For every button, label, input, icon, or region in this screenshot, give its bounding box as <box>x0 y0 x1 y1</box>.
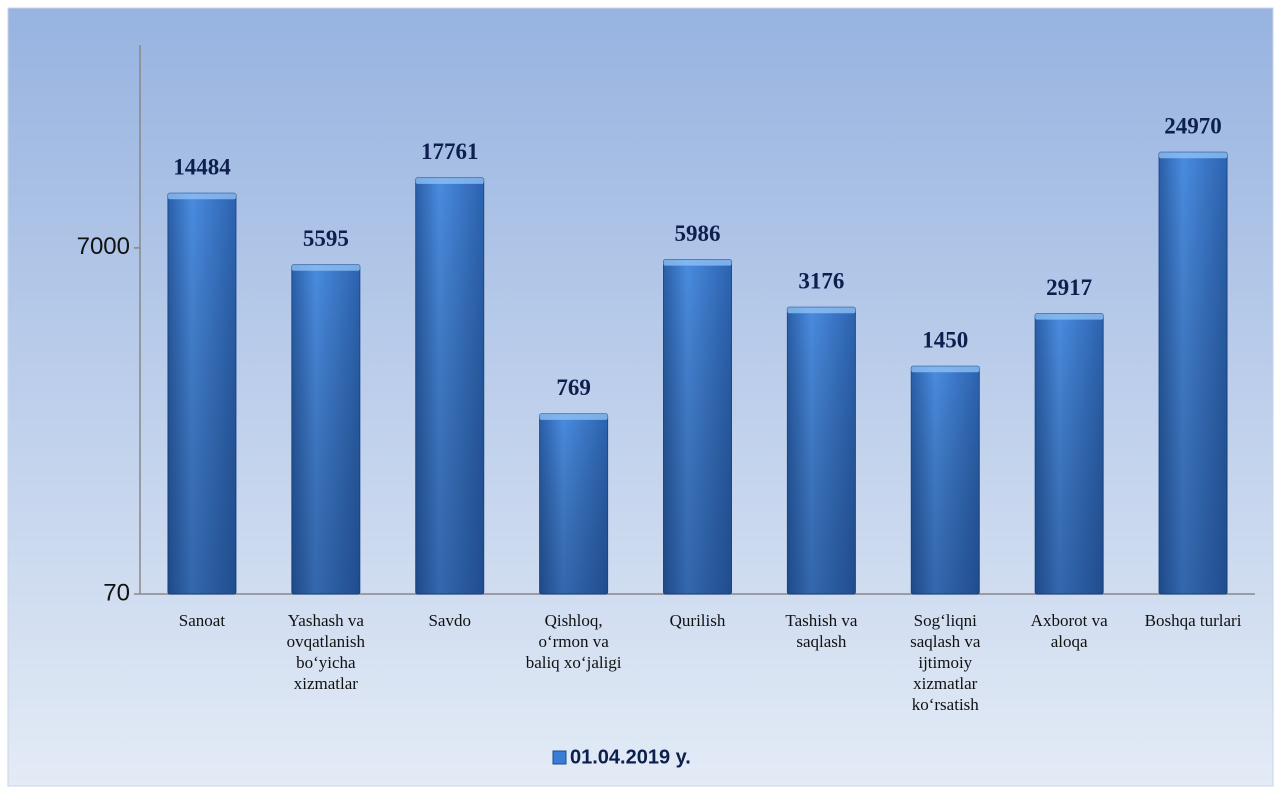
y-tick-label: 70 <box>103 579 130 606</box>
bar-shade <box>1159 152 1228 595</box>
data-label: 5595 <box>303 226 349 251</box>
data-label: 769 <box>556 375 591 400</box>
x-tick-label: Yashash va ovqatlanish bo‘yicha xizmatla… <box>286 611 366 693</box>
x-tick-label: Qishloq, o‘rmon va baliq xo‘jaligi <box>525 611 622 672</box>
data-label: 3176 <box>798 269 844 294</box>
data-label: 2917 <box>1046 275 1092 300</box>
bar-cap <box>167 193 236 200</box>
bar-shade <box>291 264 360 594</box>
bar-shade <box>167 193 236 594</box>
bar-cap <box>539 413 608 420</box>
bar-shade <box>663 259 732 594</box>
x-tick-label: Sog‘liqni saqlash va ijtimoiy xizmatlar … <box>910 611 981 714</box>
data-label: 24970 <box>1164 114 1222 139</box>
bar-shade <box>1035 313 1104 594</box>
data-label: 1450 <box>922 327 968 352</box>
bar-cap <box>291 264 360 271</box>
bar-shade <box>787 307 856 594</box>
legend-swatch <box>552 750 567 765</box>
x-tick-label: Boshqa turlari <box>1144 611 1242 630</box>
bar-cap <box>787 307 856 314</box>
bar-shade <box>415 177 484 594</box>
x-tick-label: Qurilish <box>669 611 726 630</box>
x-tick-label: Axborot va aloqa <box>1030 611 1108 651</box>
x-tick-label: Savdo <box>428 611 471 630</box>
legend-label: 01.04.2019 y. <box>570 746 691 768</box>
data-label: 14484 <box>173 155 231 180</box>
data-label: 17761 <box>421 139 479 164</box>
bar-cap <box>1159 152 1228 159</box>
y-tick-label: 7000 <box>77 233 130 260</box>
bar-cap <box>911 366 980 373</box>
x-tick-label: Tashish va saqlash <box>785 611 858 651</box>
x-tick-label: Sanoat <box>178 611 226 630</box>
bar-shade <box>539 413 608 594</box>
bar-cap <box>663 259 732 266</box>
bar-cap <box>415 177 484 184</box>
bar-cap <box>1035 313 1104 320</box>
bar-shade <box>911 366 980 594</box>
data-label: 5986 <box>675 221 721 246</box>
